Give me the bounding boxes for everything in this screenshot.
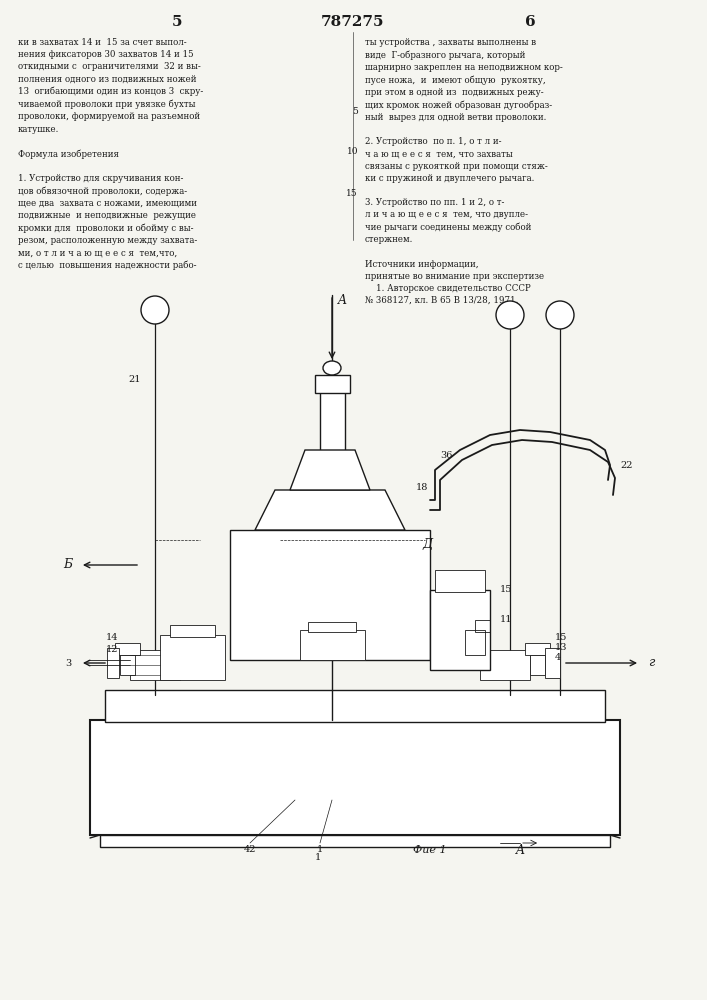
Text: 42: 42 [244,846,256,854]
Text: 10: 10 [346,147,358,156]
Polygon shape [255,490,405,530]
Text: 3: 3 [66,658,72,668]
Bar [120,655,135,675]
Circle shape [496,301,524,329]
Text: 14: 14 [105,634,118,643]
Text: Д: Д [423,538,433,552]
Text: 6: 6 [525,15,535,29]
Text: 1: 1 [315,854,321,862]
Text: 18: 18 [416,484,428,492]
Text: 5: 5 [352,107,358,116]
Text: 787275: 787275 [321,15,385,29]
Text: 21: 21 [128,375,141,384]
Text: Б: Б [63,558,72,572]
Bar [435,570,485,592]
Bar [170,625,215,637]
Text: 4: 4 [555,654,561,662]
Bar [105,690,605,722]
Text: 13: 13 [555,644,568,652]
Text: A: A [515,844,525,856]
Bar [300,630,365,660]
Bar [315,375,350,393]
Bar [525,643,550,655]
Text: Фue 1: Фue 1 [413,845,447,855]
Text: ки в захватах 14 и  15 за счет выпол-
нения фиксаторов 30 захватов 14 и 15
откид: ки в захватах 14 и 15 за счет выпол- нен… [18,38,203,270]
Text: 1: 1 [317,846,323,854]
Bar [230,530,430,660]
Bar [100,835,610,847]
Polygon shape [290,450,370,490]
Text: ты устройства , захваты выполнены в
виде  Г-образного рычага, который
шарнирно з: ты устройства , захваты выполнены в виде… [365,38,563,305]
Bar [90,720,620,835]
Bar [465,630,485,655]
Text: 22: 22 [620,460,633,470]
Bar [475,620,490,632]
Bar [545,648,560,678]
Bar [530,655,545,675]
Bar [430,590,490,670]
Bar [320,390,345,452]
Bar [107,648,119,678]
Text: 5: 5 [172,15,182,29]
Bar [130,650,180,680]
Text: 15: 15 [346,188,358,198]
Text: A: A [338,294,347,306]
Circle shape [141,296,169,324]
Bar [92,722,618,833]
Ellipse shape [323,361,341,375]
Circle shape [546,301,574,329]
Bar [308,622,356,632]
Bar [115,643,140,655]
Text: 36: 36 [440,450,452,460]
Text: 15: 15 [500,585,513,594]
Text: 11: 11 [500,615,513,624]
Text: г: г [648,656,655,670]
Bar [480,650,530,680]
Bar [160,635,225,680]
Text: 15: 15 [555,634,568,643]
Text: 12: 12 [105,646,118,654]
